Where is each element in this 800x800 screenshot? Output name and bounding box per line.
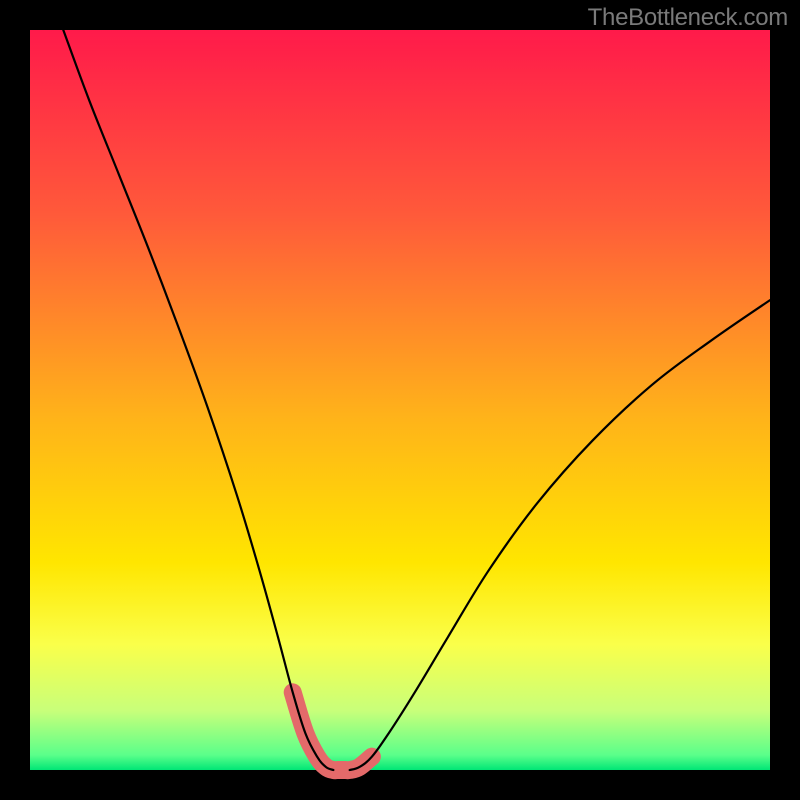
- curve-layer: [30, 30, 770, 770]
- plot-area: [30, 30, 770, 770]
- watermark-text: TheBottleneck.com: [588, 4, 788, 32]
- bottleneck-curve-right: [350, 300, 770, 770]
- bottleneck-curve-left: [63, 30, 333, 770]
- chart-frame: TheBottleneck.com: [0, 0, 800, 800]
